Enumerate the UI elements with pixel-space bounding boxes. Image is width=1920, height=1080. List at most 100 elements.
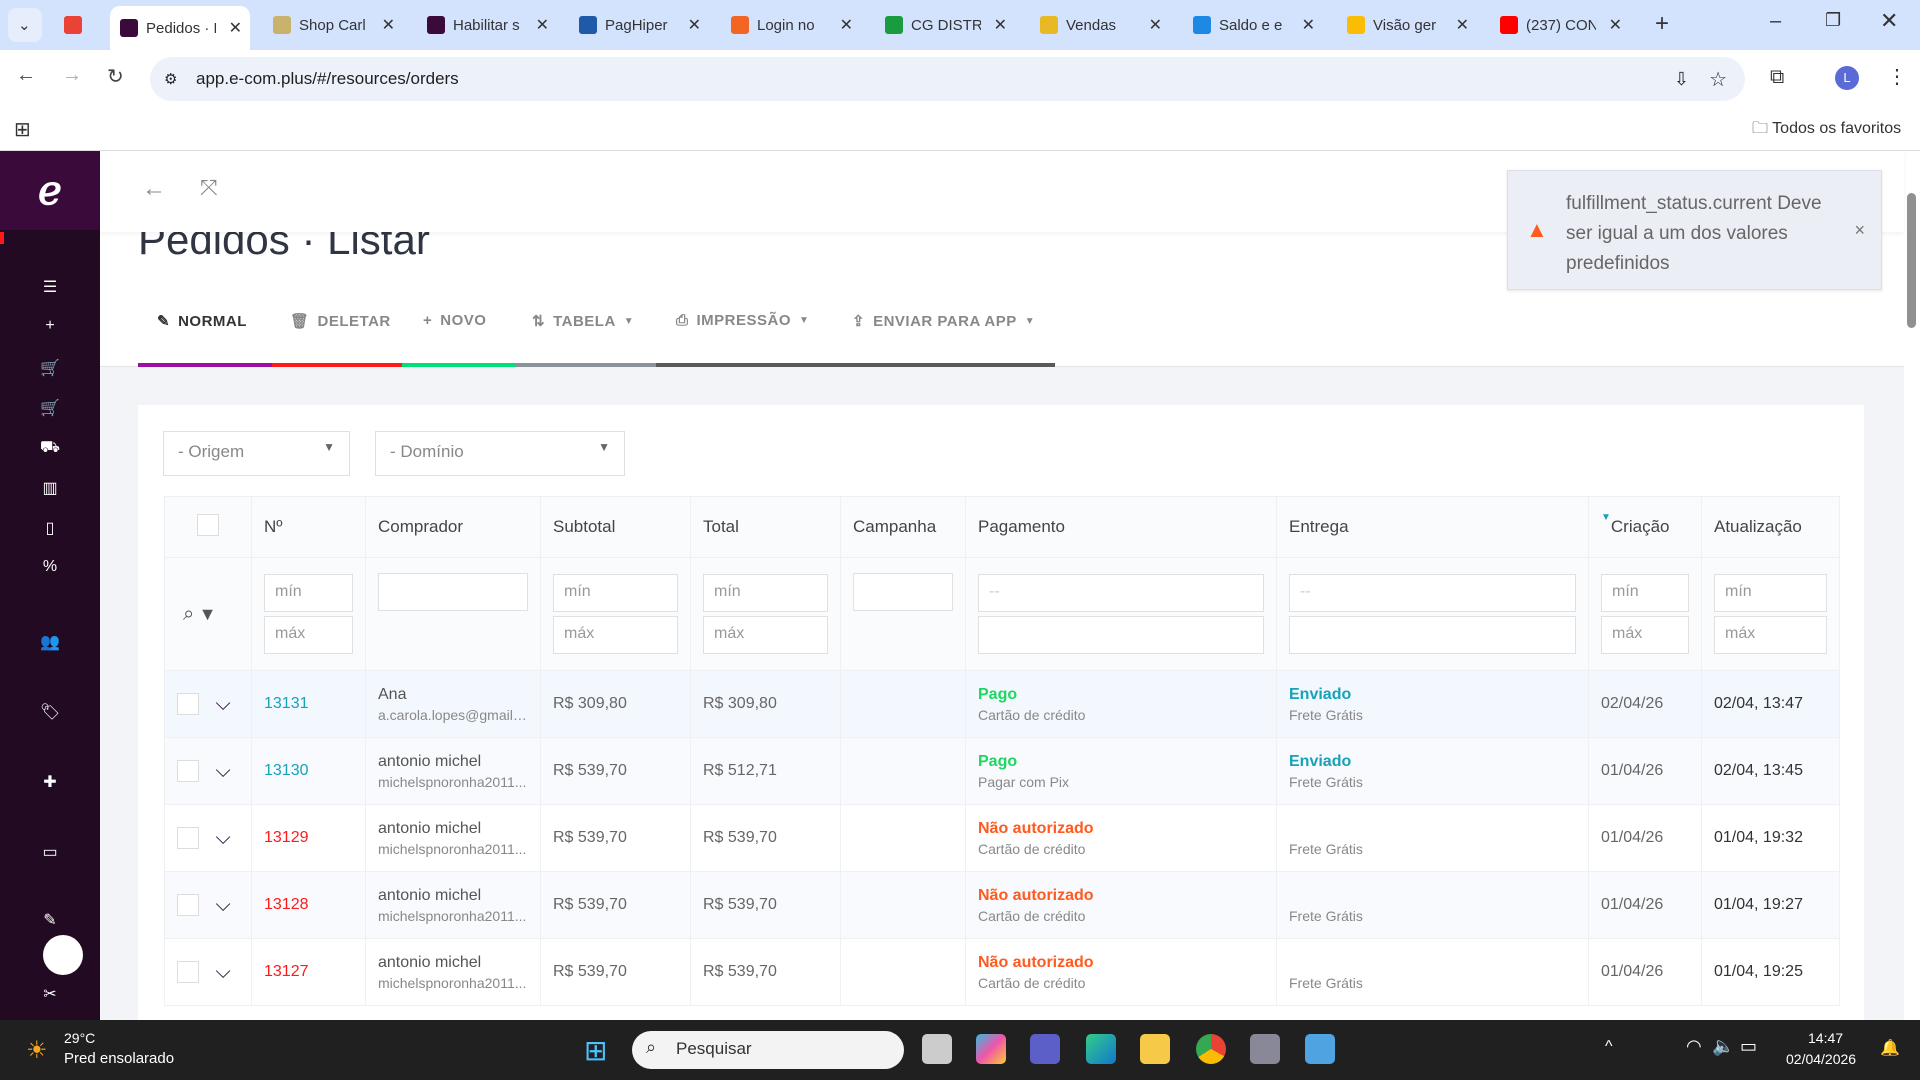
column-header[interactable]: Subtotal bbox=[540, 496, 691, 558]
browser-tab[interactable] bbox=[54, 8, 94, 42]
tab-close-icon[interactable]: ✕ bbox=[1608, 17, 1622, 34]
tab-close-icon[interactable]: ✕ bbox=[1301, 17, 1315, 34]
number-max-input[interactable]: máx bbox=[264, 616, 353, 654]
browser-tab[interactable]: Pedidos · E ✕ bbox=[110, 6, 250, 50]
column-header[interactable]: Campanha bbox=[840, 496, 966, 558]
restore-button[interactable]: ❐ bbox=[1825, 10, 1842, 30]
tab-close-icon[interactable]: ✕ bbox=[687, 17, 701, 34]
table-row[interactable]: ⌵ 13131 Ana a.carola.lopes@gmail.... R$ 3… bbox=[164, 670, 1840, 738]
buyer-filter-input[interactable] bbox=[378, 573, 528, 611]
tab-close-icon[interactable]: ✕ bbox=[993, 17, 1007, 34]
volume-icon[interactable]: 🔈 bbox=[1712, 1036, 1735, 1056]
order-number-link[interactable]: 13128 bbox=[264, 896, 309, 913]
search-icon[interactable]: ⌕ bbox=[183, 602, 195, 625]
browser-tab[interactable]: Saldo e e ✕ bbox=[1183, 8, 1323, 42]
updated-max-input[interactable]: máx bbox=[1714, 616, 1827, 654]
column-header[interactable]: Nº bbox=[251, 496, 366, 558]
campaign-filter-input[interactable] bbox=[853, 573, 953, 611]
toolbar-tabela[interactable]: ⇅ TABELA ▼ bbox=[532, 312, 634, 331]
new-tab-button[interactable]: + bbox=[1655, 10, 1670, 37]
truck-icon[interactable]: ⛟ bbox=[39, 439, 61, 456]
forward-button[interactable]: → bbox=[62, 64, 82, 86]
bookmark-star-icon[interactable]: ☆ bbox=[1709, 68, 1727, 91]
expand-chevron-icon[interactable]: ⌵ bbox=[215, 893, 231, 916]
table-row[interactable]: ⌵ 13128 antonio michel michelspnoronha201… bbox=[164, 871, 1840, 939]
minimize-button[interactable]: – bbox=[1770, 10, 1782, 32]
notifications-icon[interactable]: 🔔 bbox=[1880, 1040, 1900, 1057]
plus-icon[interactable]: + bbox=[45, 317, 55, 334]
expand-chevron-icon[interactable]: ⌵ bbox=[215, 759, 231, 782]
row-checkbox[interactable] bbox=[177, 693, 199, 715]
notepad-icon[interactable] bbox=[1305, 1034, 1335, 1064]
show-hidden-icons[interactable]: ^ bbox=[1605, 1038, 1613, 1055]
column-header[interactable] bbox=[164, 496, 252, 558]
table-row[interactable]: ⌵ 13129 antonio michel michelspnoronha201… bbox=[164, 804, 1840, 872]
select-all-checkbox[interactable] bbox=[197, 513, 219, 536]
fullscreen-icon[interactable]: ⤧ bbox=[200, 175, 218, 200]
browser-tab[interactable]: CG DISTR ✕ bbox=[875, 8, 1015, 42]
percent-icon[interactable]: % bbox=[42, 558, 58, 575]
browser-tab[interactable]: Habilitar s ✕ bbox=[417, 8, 557, 42]
toast-close-button[interactable]: × bbox=[1854, 220, 1865, 240]
column-header[interactable]: Total bbox=[690, 496, 841, 558]
order-number-link[interactable]: 13129 bbox=[264, 829, 309, 846]
created-max-input[interactable]: máx bbox=[1601, 616, 1689, 654]
column-header[interactable]: Pagamento bbox=[965, 496, 1277, 558]
browser-tab[interactable]: Visão ger ✕ bbox=[1337, 8, 1477, 42]
tab-search-button[interactable]: ⌄ bbox=[8, 8, 42, 42]
table-row[interactable]: ⌵ 13127 antonio michel michelspnoronha201… bbox=[164, 938, 1840, 1006]
menu-icon[interactable]: ⋮ bbox=[1887, 66, 1907, 88]
address-bar[interactable]: ⚙ app.e-com.plus/#/resources/orders ⇩ ☆ bbox=[150, 57, 1745, 101]
reload-button[interactable]: ↻ bbox=[107, 66, 124, 88]
browser-tab[interactable]: (237) CON ✕ bbox=[1490, 8, 1630, 42]
row-checkbox[interactable] bbox=[177, 827, 199, 849]
site-info-icon[interactable]: ⚙ bbox=[164, 71, 178, 88]
page-scrollbar[interactable] bbox=[1904, 151, 1920, 1020]
credit-card-icon[interactable]: ▭ bbox=[42, 844, 58, 861]
teams-icon[interactable] bbox=[1030, 1034, 1060, 1064]
app-logo[interactable]: ℯ bbox=[0, 151, 100, 230]
url-text[interactable]: app.e-com.plus/#/resources/orders bbox=[196, 69, 459, 88]
chart-icon[interactable]: ▥ bbox=[42, 480, 58, 497]
tab-close-icon[interactable]: ✕ bbox=[1148, 17, 1162, 34]
column-header[interactable]: Atualização bbox=[1701, 496, 1840, 558]
row-checkbox[interactable] bbox=[177, 961, 199, 983]
close-window-button[interactable]: ✕ bbox=[1880, 8, 1899, 33]
tab-close-icon[interactable]: ✕ bbox=[228, 20, 242, 37]
chrome-icon[interactable] bbox=[1196, 1034, 1226, 1064]
back-arrow-icon[interactable]: ← bbox=[142, 175, 166, 202]
order-number-link[interactable]: 13130 bbox=[264, 762, 309, 779]
browser-tab[interactable]: Shop Carl ✕ bbox=[263, 8, 403, 42]
back-button[interactable]: ← bbox=[16, 64, 36, 86]
scrollbar-thumb[interactable] bbox=[1907, 193, 1916, 328]
toolbar-normal[interactable]: ✎ NORMAL bbox=[157, 312, 247, 331]
puzzle-icon[interactable]: ✚ bbox=[43, 774, 57, 791]
browser-tab[interactable]: Vendas ✕ bbox=[1030, 8, 1170, 42]
task-view-icon[interactable] bbox=[922, 1034, 952, 1064]
expand-chevron-icon[interactable]: ⌵ bbox=[215, 960, 231, 983]
wifi-icon[interactable]: ◠ bbox=[1686, 1036, 1702, 1056]
chat-button[interactable] bbox=[43, 935, 83, 975]
start-button[interactable]: ⊞ bbox=[584, 1035, 608, 1066]
tag-icon[interactable]: 🏷 bbox=[39, 704, 61, 721]
file-explorer-icon[interactable] bbox=[1140, 1034, 1170, 1064]
clock-date[interactable]: 02/04/2026 bbox=[1786, 1051, 1857, 1067]
users-icon[interactable]: 👥 bbox=[40, 634, 60, 651]
shipping-method-input[interactable] bbox=[1289, 616, 1576, 654]
payment-status-select[interactable]: -- bbox=[978, 574, 1264, 612]
expand-chevron-icon[interactable]: ⌵ bbox=[215, 692, 231, 715]
created-min-input[interactable]: mín bbox=[1601, 574, 1689, 612]
battery-icon[interactable]: ▭ bbox=[1740, 1036, 1758, 1056]
subtotal-max-input[interactable]: máx bbox=[553, 616, 678, 654]
brush-icon[interactable]: ✎ bbox=[43, 912, 57, 929]
tab-close-icon[interactable]: ✕ bbox=[839, 17, 853, 34]
total-max-input[interactable]: máx bbox=[703, 616, 828, 654]
tools-icon[interactable]: ✂ bbox=[43, 986, 57, 1003]
dominio-select[interactable]: - Domínio ▼ bbox=[375, 431, 625, 476]
all-bookmarks-button[interactable]: 🗀 Todos os favoritos bbox=[1752, 117, 1901, 144]
column-header[interactable]: Comprador bbox=[365, 496, 541, 558]
edge-icon[interactable] bbox=[1086, 1034, 1116, 1064]
column-header[interactable]: ▼Criação bbox=[1588, 496, 1702, 558]
filter-icon[interactable]: ▼ bbox=[198, 603, 217, 624]
copilot-icon[interactable] bbox=[976, 1034, 1006, 1064]
